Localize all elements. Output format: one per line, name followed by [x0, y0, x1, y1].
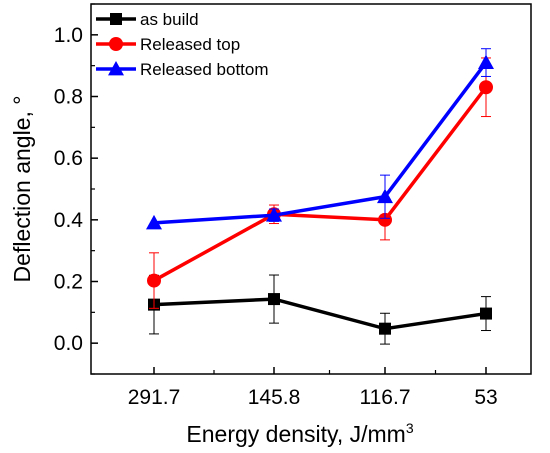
series-line	[153, 86, 488, 283]
legend-label: Released top	[140, 35, 240, 54]
x-axis-title-main: Energy density, J/mm	[186, 421, 405, 447]
legend-marker	[109, 37, 123, 51]
data-point	[147, 273, 161, 288]
legend-label: Released bottom	[140, 60, 269, 79]
x-tick-label: 291.7	[128, 386, 181, 409]
data-point	[146, 214, 162, 230]
x-axis: 291.7 145.8 116.7 53	[128, 367, 498, 409]
data-point	[378, 212, 392, 227]
x-tick-label: 145.8	[248, 386, 301, 409]
x-tick-label: 116.7	[360, 386, 411, 409]
x-axis-title-sup: 3	[406, 420, 414, 436]
legend-label: as build	[140, 10, 199, 29]
data-point	[478, 54, 494, 69]
y-tick-label: 0.2	[54, 271, 83, 294]
x-axis-title: Energy density, J/mm3	[186, 420, 413, 447]
y-tick-label: 0.4	[54, 209, 84, 232]
data-point	[480, 307, 492, 320]
y-tick-label: 0.6	[54, 147, 83, 170]
y-axis-title: Deflection angle, °	[9, 96, 35, 283]
data-point	[377, 188, 393, 204]
y-axis: 0.0 0.2 0.4 0.6 0.8 1.0	[54, 3, 98, 375]
y-tick-label: 1.0	[54, 24, 83, 47]
data-point	[268, 293, 280, 306]
series-layer	[146, 48, 494, 345]
series-line	[153, 297, 487, 331]
y-tick-label: 0.0	[54, 332, 83, 355]
data-point	[266, 207, 282, 222]
series-line	[153, 61, 488, 225]
series-2	[146, 48, 494, 230]
y-tick-label: 0.8	[54, 86, 83, 109]
x-tick-label: 53	[474, 386, 497, 409]
series-1	[147, 57, 493, 309]
series-0	[148, 274, 492, 345]
legend: as build Released top Released bottom	[96, 10, 269, 79]
legend-marker	[110, 13, 122, 25]
data-point	[479, 80, 493, 95]
legend-marker	[108, 61, 124, 76]
data-point	[379, 322, 391, 335]
